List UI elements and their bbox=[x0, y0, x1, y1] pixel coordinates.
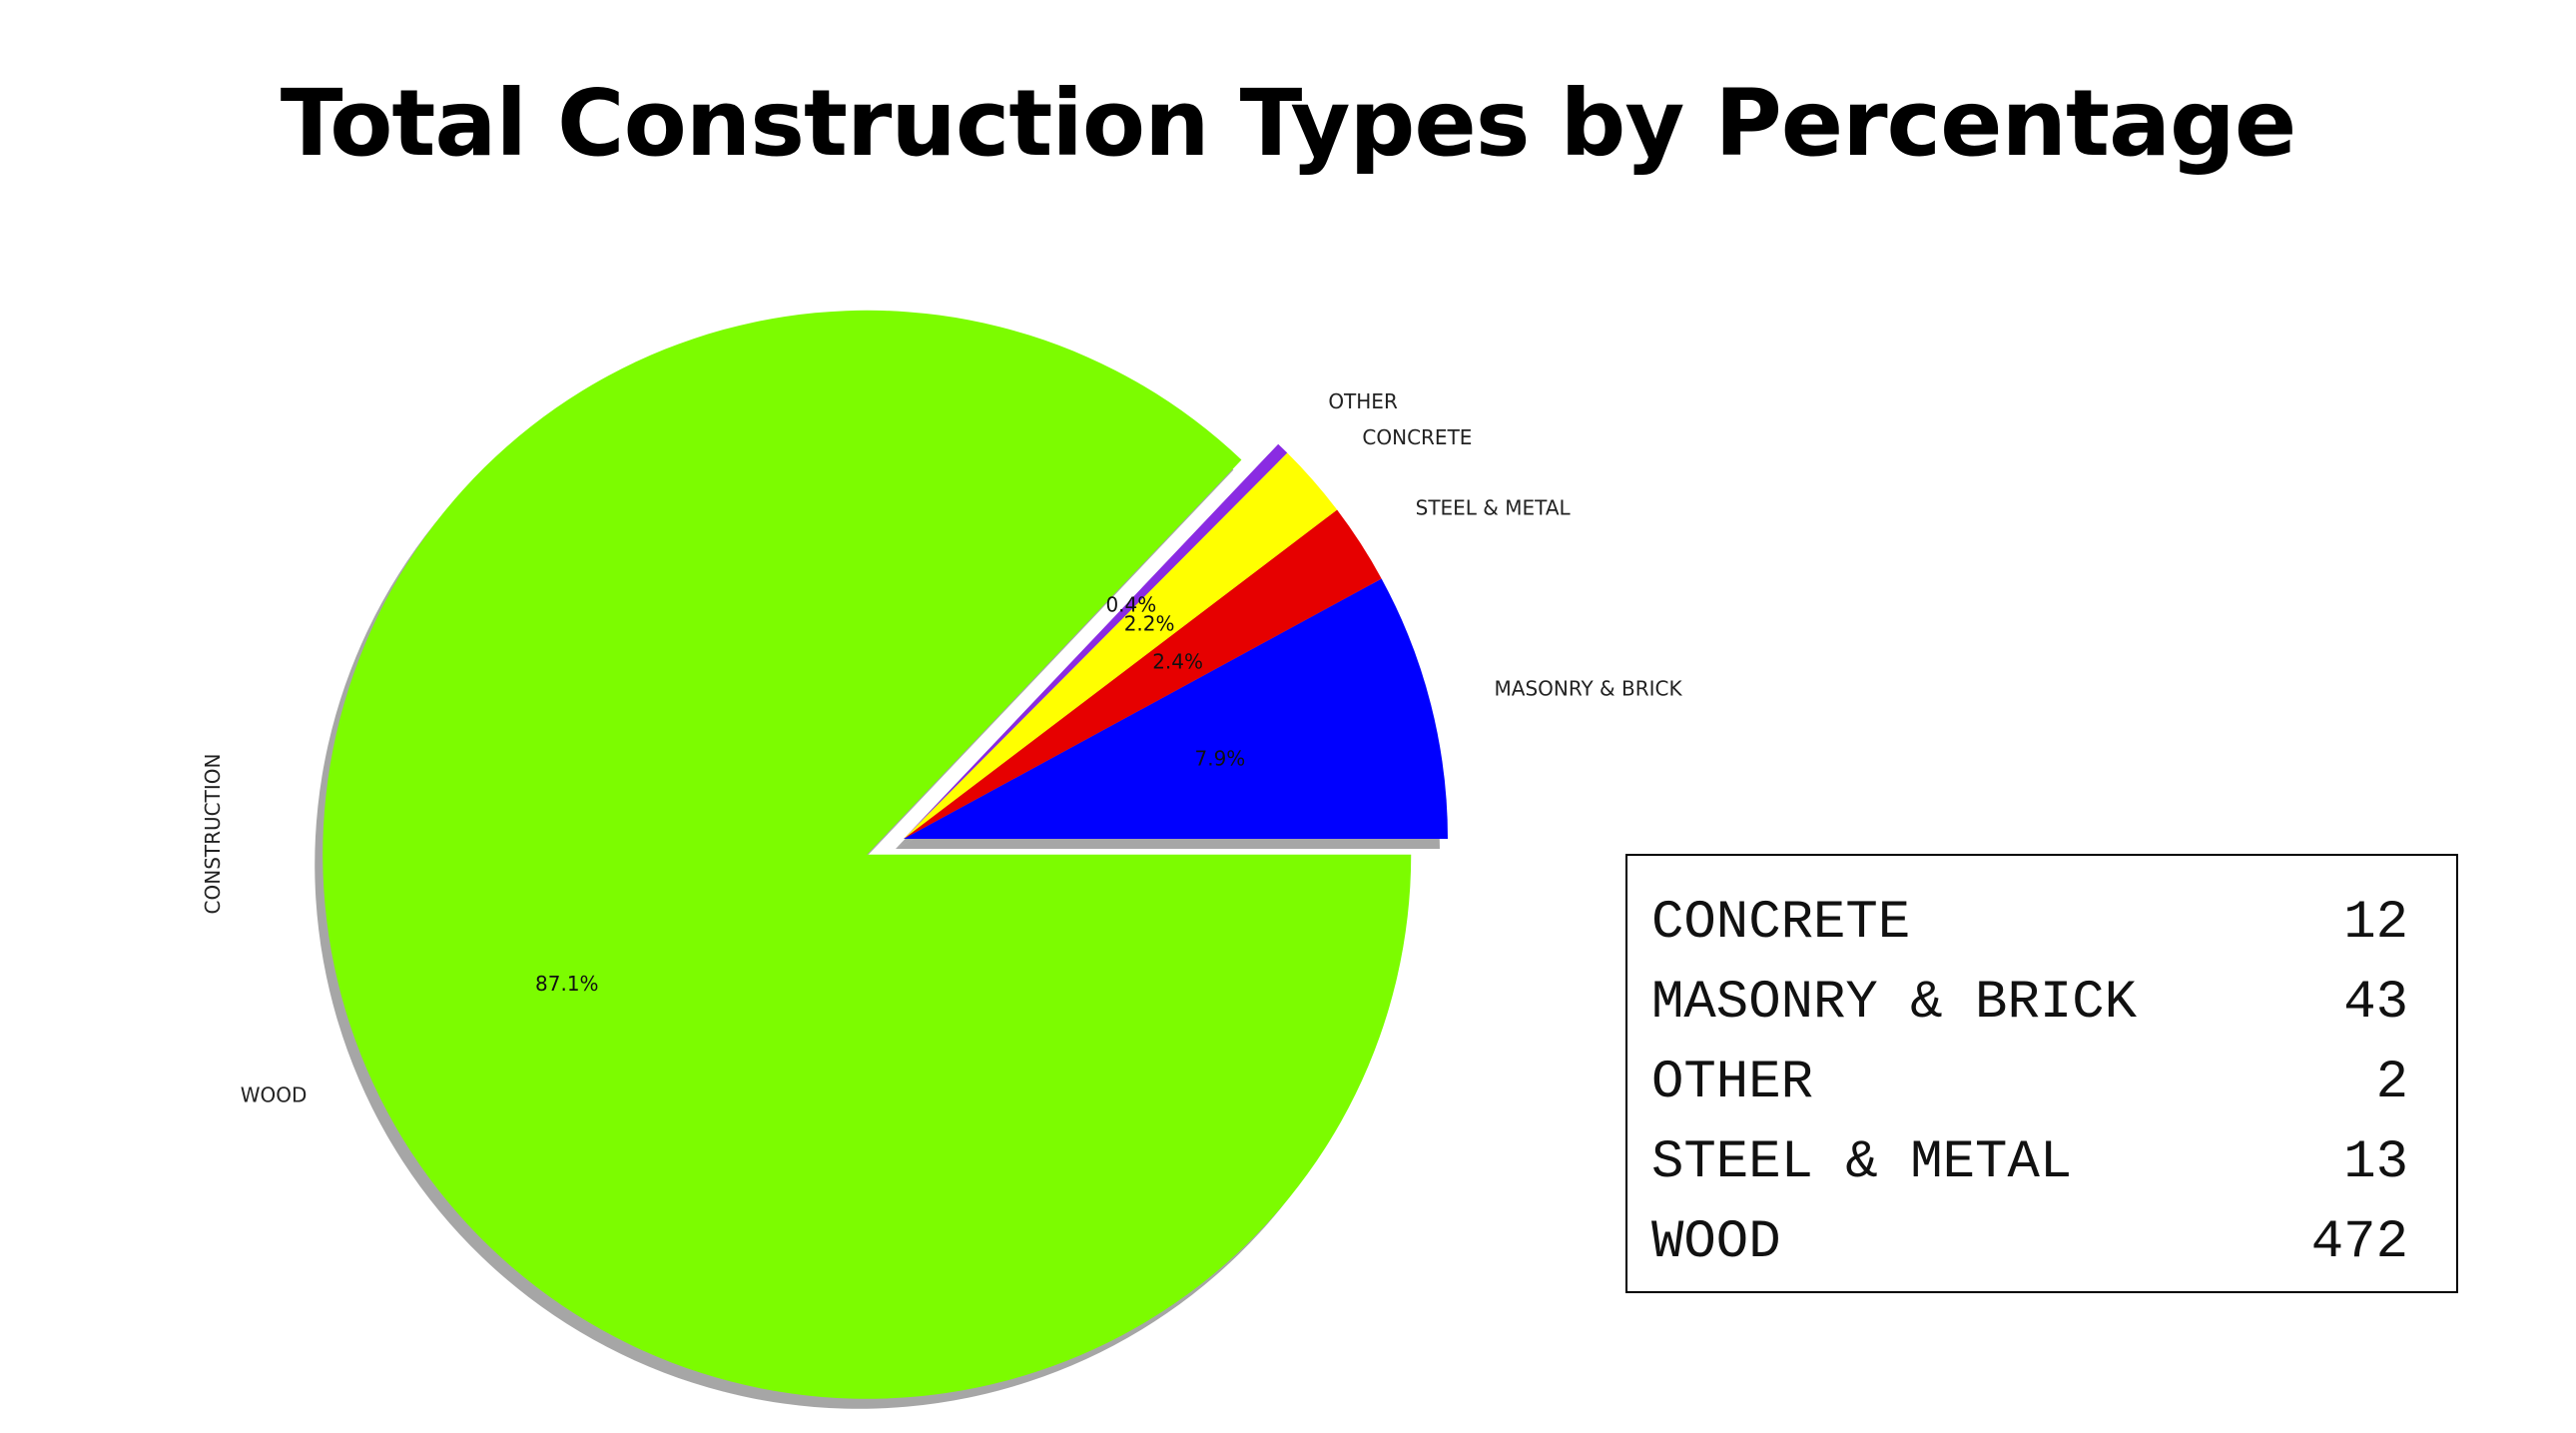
table-row-value: 12 bbox=[2343, 893, 2408, 954]
pie-slice-masonry-brick bbox=[904, 578, 1448, 839]
table-row-name: CONCRETE bbox=[1651, 893, 1911, 954]
pie-slice-other bbox=[904, 443, 1288, 839]
pie-slice-wood bbox=[322, 310, 1412, 1399]
page-title: Total Construction Types by Percentage bbox=[280, 70, 2297, 177]
slice-label-steel-metal: STEEL & METAL bbox=[1416, 496, 1572, 520]
slice-percent-other: 0.4% bbox=[1105, 592, 1156, 616]
slice-label-other: OTHER bbox=[1328, 389, 1398, 413]
table-row-name: WOOD bbox=[1651, 1212, 1781, 1273]
table-row-value: 2 bbox=[2375, 1053, 2408, 1113]
table-row-value: 13 bbox=[2343, 1132, 2408, 1193]
slice-percent-steel-metal: 2.4% bbox=[1152, 649, 1203, 673]
slice-percent-masonry-brick: 7.9% bbox=[1194, 746, 1245, 770]
slice-percent-wood: 87.1% bbox=[535, 972, 599, 996]
pie-slice-steel-metal bbox=[904, 509, 1382, 839]
table-row-value: 43 bbox=[2343, 973, 2408, 1034]
y-axis-label: CONSTRUCTION bbox=[201, 754, 225, 915]
table-row: CONCRETE 12 bbox=[1651, 884, 2408, 964]
table-row-name: STEEL & METAL bbox=[1651, 1132, 2073, 1193]
table-row: MASONRY & BRICK 43 bbox=[1651, 964, 2408, 1044]
count-table: CONCRETE 12 MASONRY & BRICK 43 OTHER 2 STEEL &… bbox=[1625, 854, 2458, 1293]
table-row: WOOD 472 bbox=[1651, 1203, 2408, 1283]
pie-slice-concrete bbox=[904, 452, 1338, 839]
table-row-name: OTHER bbox=[1651, 1053, 1814, 1113]
slice-label-masonry-brick: MASONRY & BRICK bbox=[1495, 676, 1683, 700]
table-row: STEEL & METAL 13 bbox=[1651, 1123, 2408, 1203]
table-row-name: MASONRY & BRICK bbox=[1651, 973, 2138, 1034]
slice-label-concrete: CONCRETE bbox=[1362, 425, 1472, 449]
slice-percent-concrete: 2.2% bbox=[1124, 612, 1175, 636]
slice-label-wood: WOOD bbox=[241, 1083, 308, 1107]
table-row-value: 472 bbox=[2310, 1212, 2408, 1273]
pie-slices bbox=[322, 310, 1448, 1399]
pie-labels: MASONRY & BRICK 7.9% STEEL & METAL 2.4% CONC… bbox=[241, 389, 1683, 1107]
table-row: OTHER 2 bbox=[1651, 1044, 2408, 1123]
